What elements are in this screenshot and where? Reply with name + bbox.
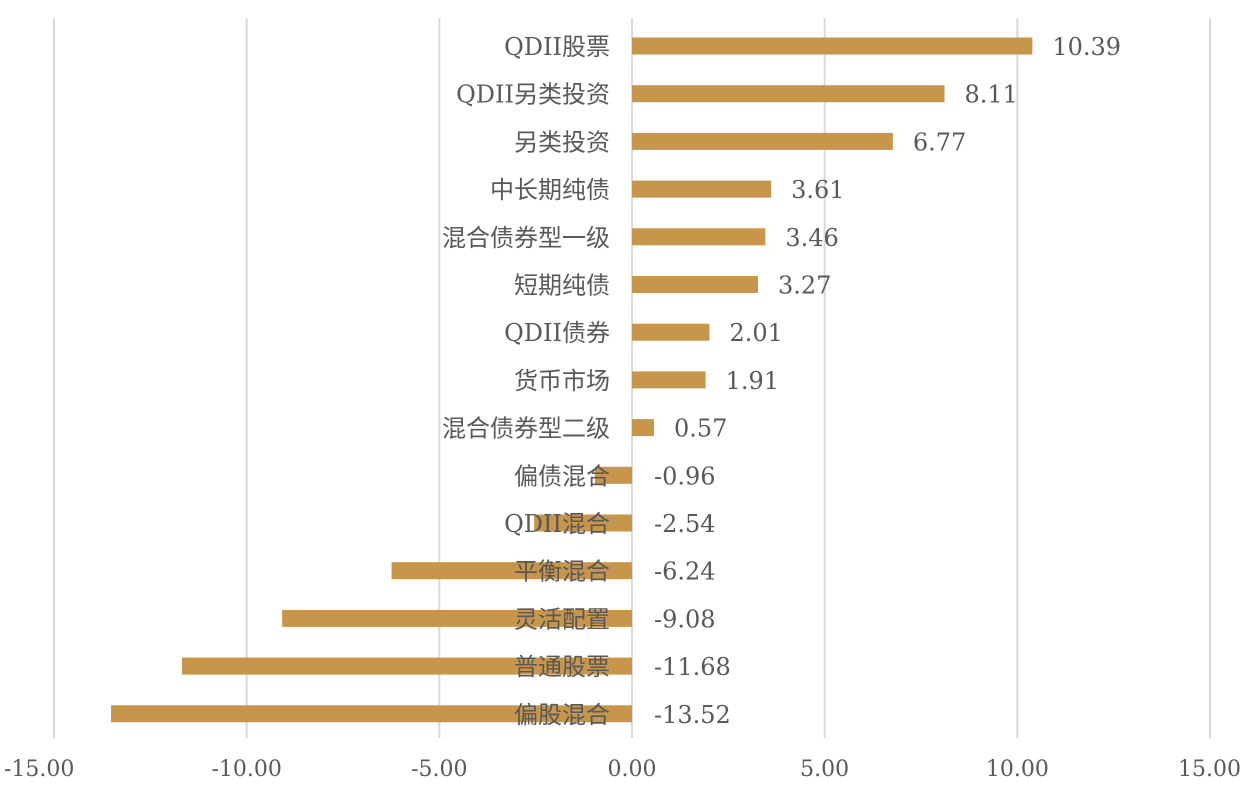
data-label: 8.11 bbox=[965, 81, 1018, 109]
data-label: -2.54 bbox=[654, 510, 716, 538]
bar bbox=[534, 514, 632, 532]
category-label: 另类投资 bbox=[514, 128, 610, 156]
category-label: 灵活配置 bbox=[514, 605, 610, 633]
x-axis-tick-labels: -15.00 -10.00 -5.00 0.00 5.00 10.00 15.00 bbox=[4, 757, 1241, 782]
x-tick-label: 0.00 bbox=[608, 757, 657, 782]
category-label: QDII混合 bbox=[504, 510, 610, 538]
bar bbox=[632, 419, 654, 437]
category-label: 混合债券型一级 bbox=[442, 224, 610, 252]
category-label: 平衡混合 bbox=[514, 558, 610, 586]
data-label: 0.57 bbox=[674, 415, 727, 443]
bar bbox=[181, 657, 632, 675]
category-label: 偏债混合 bbox=[514, 462, 610, 490]
bar bbox=[282, 609, 632, 627]
data-label: -9.08 bbox=[654, 605, 716, 633]
data-label: 1.91 bbox=[726, 367, 779, 395]
data-label: -11.68 bbox=[654, 653, 731, 681]
bar bbox=[632, 323, 710, 341]
value-labels: 10.39 8.11 6.77 3.61 3.46 3.27 2.01 1.91 0.57 -0.… bbox=[654, 33, 1121, 729]
x-tick-label: -5.00 bbox=[411, 757, 467, 782]
category-label: QDII债券 bbox=[504, 319, 610, 347]
data-label: 3.27 bbox=[778, 272, 831, 300]
bar bbox=[632, 371, 706, 389]
data-label: 6.77 bbox=[913, 128, 966, 156]
x-tick-label: -10.00 bbox=[211, 757, 281, 782]
bars bbox=[111, 37, 1033, 723]
data-label: -0.96 bbox=[654, 462, 716, 490]
bar bbox=[595, 466, 632, 484]
data-label: 3.61 bbox=[791, 176, 844, 204]
bar bbox=[632, 132, 893, 150]
category-label: 混合债券型二级 bbox=[442, 415, 610, 443]
category-label: 中长期纯债 bbox=[490, 176, 610, 204]
bar bbox=[632, 228, 766, 246]
data-label: 10.39 bbox=[1052, 33, 1121, 61]
data-label: -13.52 bbox=[654, 701, 731, 729]
data-label: 3.46 bbox=[785, 224, 838, 252]
data-label: 2.01 bbox=[729, 319, 782, 347]
x-tick-label: 10.00 bbox=[986, 757, 1049, 782]
bar bbox=[632, 276, 759, 293]
x-tick-label: 5.00 bbox=[800, 757, 849, 782]
category-label: 偏股混合 bbox=[514, 701, 610, 729]
x-tick-label: -15.00 bbox=[4, 757, 74, 782]
bar bbox=[111, 705, 632, 723]
bar bbox=[632, 37, 1033, 55]
category-label: QDII股票 bbox=[504, 33, 610, 61]
bar bbox=[391, 562, 632, 580]
category-label: 货币市场 bbox=[514, 367, 610, 395]
bar bbox=[632, 180, 772, 198]
category-label: 短期纯债 bbox=[514, 272, 610, 300]
category-label: QDII另类投资 bbox=[456, 81, 610, 109]
x-tick-label: 15.00 bbox=[1178, 757, 1241, 782]
data-label: -6.24 bbox=[654, 558, 716, 586]
category-label: 普通股票 bbox=[514, 653, 610, 681]
bar bbox=[632, 85, 945, 103]
